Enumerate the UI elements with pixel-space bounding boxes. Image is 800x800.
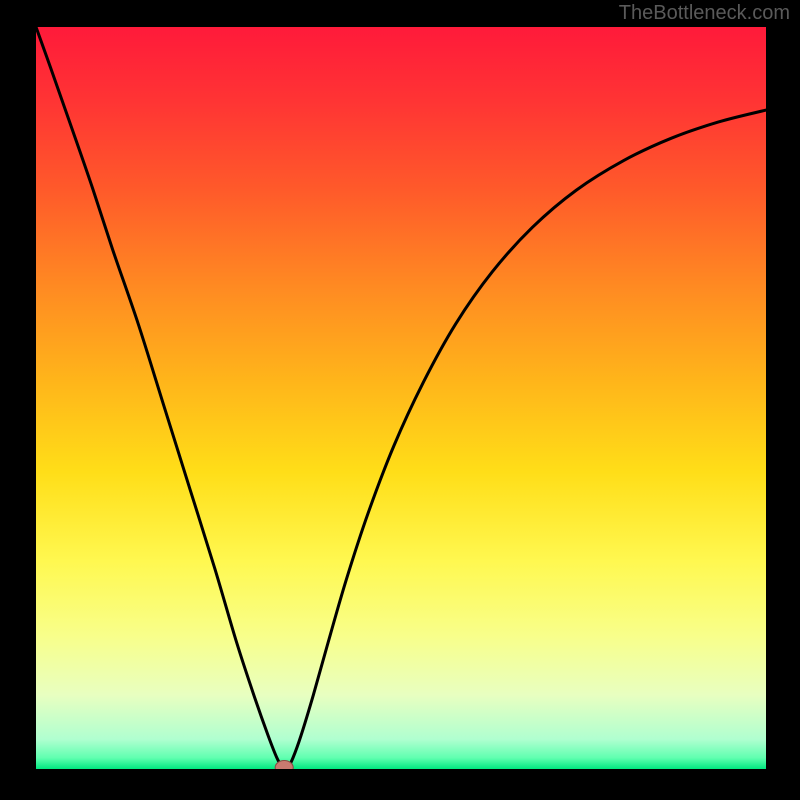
chart-container: TheBottleneck.com	[0, 0, 800, 800]
bottleneck-curve	[36, 27, 766, 769]
watermark-text: TheBottleneck.com	[619, 2, 790, 25]
plot-area	[36, 27, 766, 769]
curve-overlay	[36, 27, 766, 769]
